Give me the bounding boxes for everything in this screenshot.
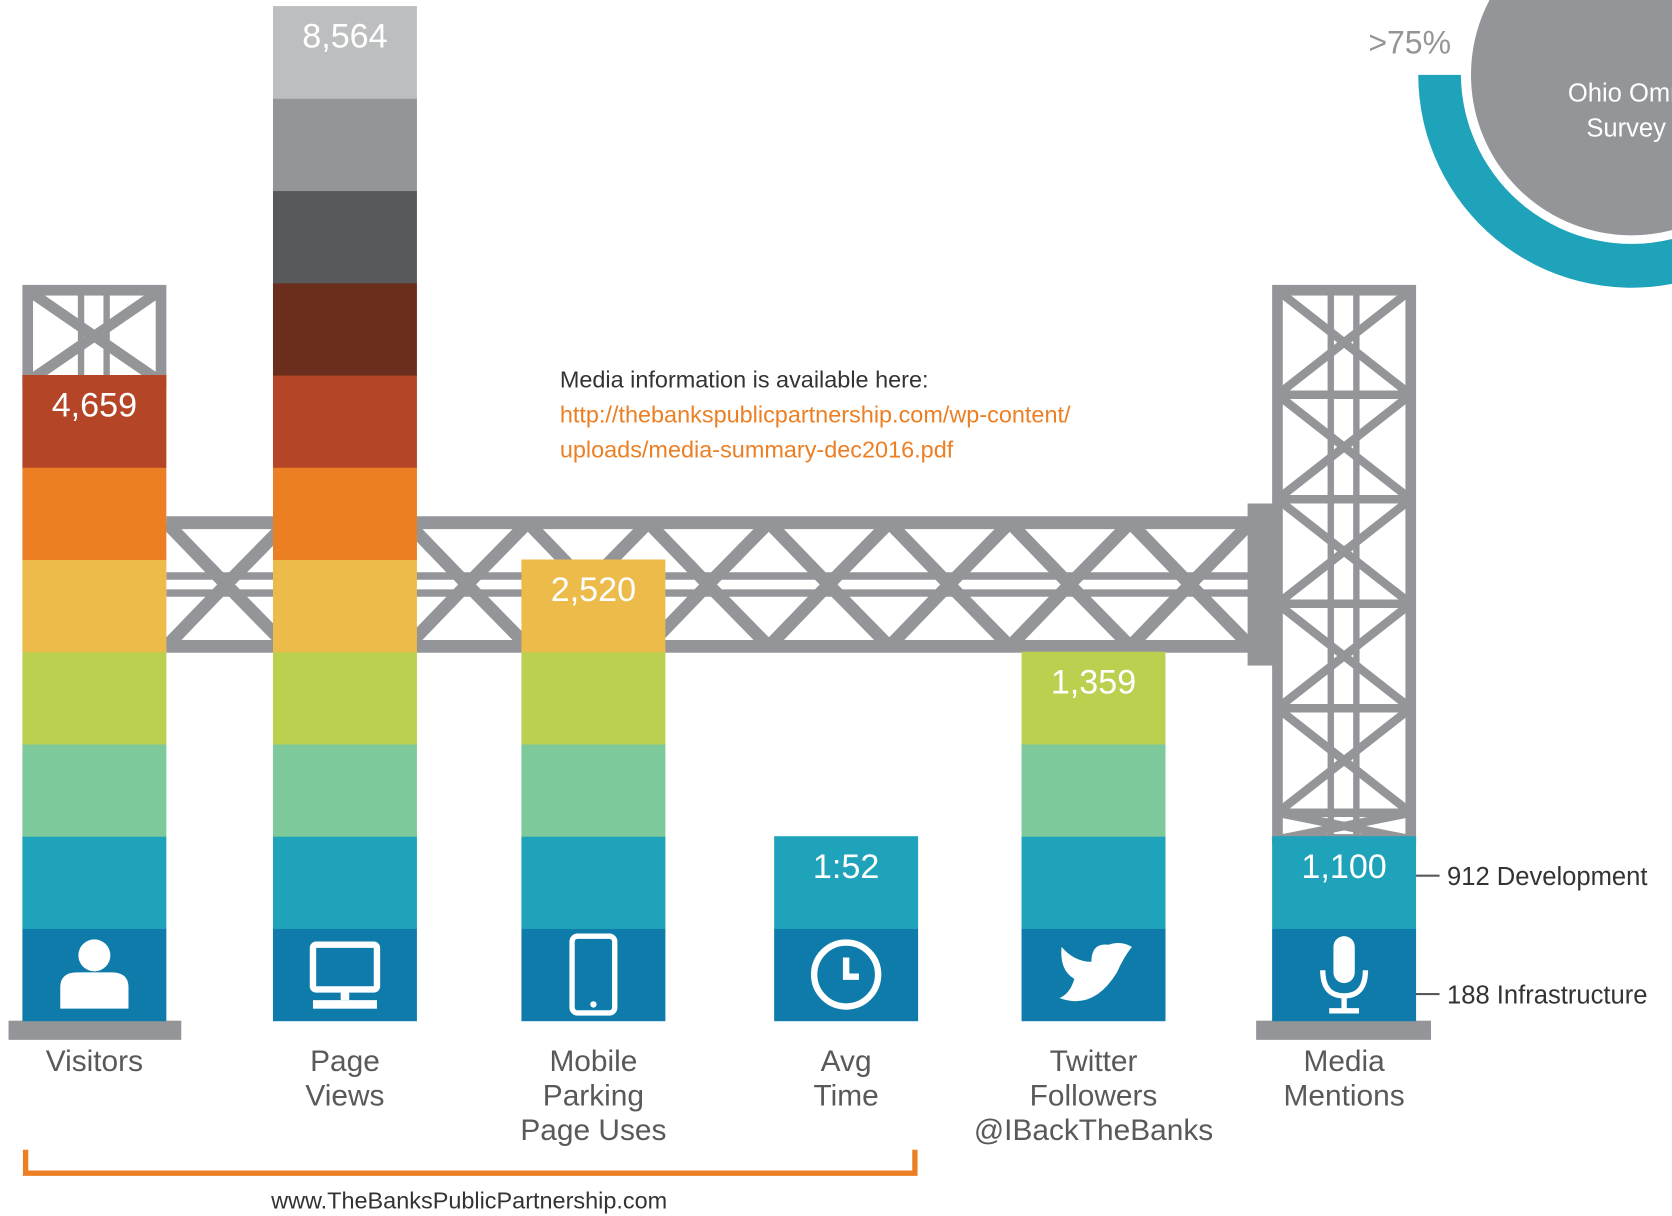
note-link[interactable]: uploads/media-summary-dec2016.pdf [560, 437, 954, 463]
bar-segment [22, 375, 167, 468]
column-label: Time [814, 1079, 879, 1112]
tower-cross [1274, 286, 1414, 399]
bar-segment [272, 467, 417, 561]
survey-ring [1418, 74, 1672, 288]
column-value: 8,564 [302, 18, 387, 56]
column-label: Visitors [46, 1045, 143, 1078]
bar-segment [272, 743, 417, 837]
column-value: 1,100 [1301, 848, 1386, 886]
column-value: 1,359 [1051, 663, 1136, 701]
footer: www.TheBanksPublicPartnership.com [270, 1187, 667, 1213]
bar-segment [272, 375, 417, 468]
column-label: @IBackTheBanks [974, 1114, 1213, 1147]
survey-label: Survey [1586, 115, 1666, 143]
survey-label: Ohio Omn [1568, 79, 1672, 107]
bar-segment [22, 559, 167, 653]
bar-segment [22, 467, 167, 561]
bar-segment [1272, 836, 1417, 929]
column-label: Parking [543, 1079, 644, 1112]
bar-segment [1021, 836, 1166, 929]
icon [810, 939, 882, 1010]
bracket [22, 1149, 918, 1176]
tower-cross [1274, 495, 1414, 608]
column-label: Mobile [549, 1045, 637, 1078]
bar-segment [22, 743, 167, 837]
column-value: 2,520 [551, 571, 636, 609]
bar-segment [1021, 651, 1166, 745]
column-label: Page Uses [520, 1114, 666, 1147]
tower-cross [1274, 391, 1414, 504]
beam-joint [1247, 503, 1276, 666]
bar-segment [774, 836, 919, 929]
bar-segment [272, 98, 417, 192]
bar-segment [272, 559, 417, 653]
base [1256, 1020, 1432, 1040]
bar-segment [272, 836, 417, 929]
annotation: 188 Infrastructure [1447, 982, 1647, 1010]
column-label: Mentions [1284, 1079, 1405, 1112]
column-label: Followers [1030, 1079, 1158, 1112]
bar-segment [22, 836, 167, 929]
bar-segment [1021, 743, 1166, 837]
base [8, 1020, 182, 1040]
icon [309, 941, 381, 1009]
column-label: Twitter [1050, 1045, 1138, 1078]
column-value: 4,659 [52, 387, 137, 425]
bar-segment [22, 651, 167, 745]
tower-cross [1274, 704, 1414, 817]
column-label: Views [305, 1079, 384, 1112]
column-label: Media [1303, 1045, 1385, 1078]
annotation: 912 Development [1447, 863, 1648, 891]
bar-segment [521, 743, 666, 837]
bar-segment [521, 651, 666, 745]
icon [569, 933, 618, 1016]
survey-percent: >75% [1368, 25, 1451, 61]
column-label: Avg [821, 1045, 872, 1078]
bar-segment [272, 190, 417, 284]
column-value: 1:52 [813, 848, 879, 886]
column-label: Page [310, 1045, 380, 1078]
bar-segment [272, 6, 417, 99]
bar-segment [272, 282, 417, 376]
bar-segment [272, 651, 417, 745]
survey-circle [1467, 0, 1672, 239]
icon [1059, 942, 1132, 1002]
tower-cross [1274, 600, 1414, 713]
icon [1320, 936, 1369, 1014]
note-link[interactable]: http://thebankspublicpartnership.com/wp-… [560, 401, 1071, 427]
bar-segment [521, 836, 666, 929]
icon [60, 939, 129, 1009]
tower-top [22, 284, 167, 388]
bar-segment [521, 559, 666, 653]
note-text: Media information is available here: [560, 366, 929, 392]
media-tower [1272, 284, 1417, 845]
